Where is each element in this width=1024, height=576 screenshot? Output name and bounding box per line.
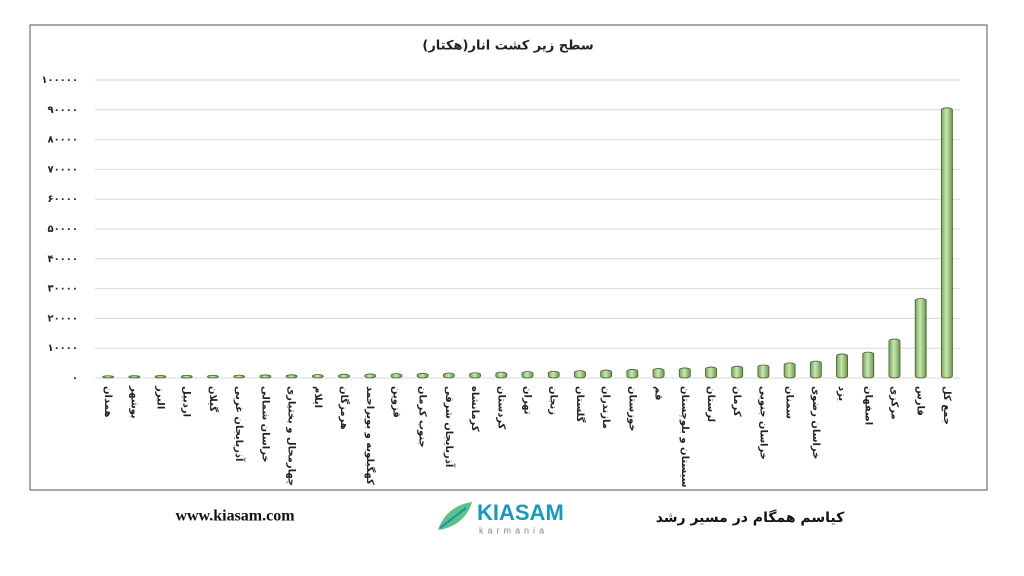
bar: [442, 372, 455, 379]
chart-title: سطح زیر کشت انار(هکتار): [422, 39, 593, 54]
y-tick-label: ۹۰۰۰۰: [47, 105, 78, 116]
x-tick-label: فارس: [915, 386, 926, 416]
x-tick-label: ایلام: [312, 386, 323, 408]
x-tick-label: اردبیل: [181, 386, 192, 417]
y-tick-label: ۳۰۰۰۰: [47, 284, 78, 295]
bar: [705, 366, 717, 379]
bar: [678, 367, 691, 379]
x-tick-label: آذربایجان غربی: [233, 386, 246, 462]
bar: [940, 107, 953, 379]
x-tick-label: گیلان: [207, 386, 220, 412]
brand-sub: karmania: [479, 525, 548, 535]
x-tick-label: هرمزگان: [338, 386, 351, 430]
y-tick-label: ۱۰۰۰۰: [47, 343, 78, 354]
x-tick-label: خوزستان: [626, 386, 637, 431]
y-tick-label: ۸۰۰۰۰: [47, 135, 78, 146]
y-tick-label: ۱۰۰۰۰۰: [41, 75, 78, 86]
x-tick-label: زنجان: [548, 386, 559, 415]
x-tick-label: اصفهان: [862, 386, 873, 425]
bar: [207, 374, 219, 379]
x-tick-label: خراسان رضوی: [810, 386, 821, 459]
x-tick-label: مازندران: [600, 386, 611, 429]
x-tick-label: خراسان شمالی: [259, 386, 270, 463]
chart-frame: [29, 24, 988, 491]
bar: [836, 353, 848, 379]
bar: [888, 338, 901, 379]
slogan: کیاسم همگام در مسیر رشد: [656, 509, 845, 526]
x-tick-label: جنوب کرمان: [417, 386, 428, 448]
x-tick-label: سمنان: [784, 386, 795, 419]
bar: [154, 375, 167, 379]
x-tick-label: مرکزی: [888, 386, 899, 420]
bar: [783, 362, 796, 379]
bar: [547, 370, 560, 379]
bar: [469, 372, 481, 379]
x-tick-label: چهارمحال و بختیاری: [286, 386, 297, 486]
y-tick-label: ۲۰۰۰۰: [47, 313, 78, 324]
x-tick-label: لرستان: [705, 386, 716, 422]
bar: [809, 360, 822, 379]
bar: [574, 370, 586, 379]
x-tick-label: گلستان: [574, 386, 587, 423]
x-tick-label: سیستان و بلوچستان: [679, 386, 690, 488]
bar: [102, 375, 115, 379]
logo-stem: [439, 507, 467, 529]
x-tick-label: البرز: [155, 385, 166, 409]
bar: [652, 368, 665, 379]
bar: [128, 375, 141, 379]
bar: [390, 373, 403, 379]
bar: [521, 371, 534, 379]
bar: [600, 369, 613, 379]
bar: [731, 365, 744, 379]
bar: [259, 374, 272, 379]
x-tick-label: بوشهر: [128, 385, 139, 419]
bar: [495, 371, 508, 379]
bar: [757, 364, 770, 379]
x-tick-label: کردستان: [495, 386, 506, 430]
bar: [338, 373, 350, 379]
y-tick-label: ۵۰۰۰۰: [47, 224, 78, 235]
y-tick-label: ۴۰۰۰۰: [47, 254, 78, 265]
brand: KIASAM: [477, 500, 564, 525]
website: www.kiasam.com: [175, 508, 295, 525]
bar: [285, 374, 298, 379]
x-tick-label: یزد: [836, 386, 847, 401]
bar: [914, 298, 927, 379]
x-tick-label: جمع کل: [941, 386, 952, 425]
logo: KIASAM karmania: [438, 500, 564, 535]
x-tick-label: خراسان جنوبی: [757, 386, 768, 460]
bar: [180, 375, 193, 379]
bar: [626, 369, 639, 379]
bar: [416, 372, 429, 379]
x-tick-label: تهران: [522, 386, 533, 415]
y-tick-label: ۶۰۰۰۰: [47, 194, 78, 205]
y-tick-label: ۰: [72, 373, 78, 384]
bar: [862, 351, 875, 379]
x-tick-label: آذربایجان شرقی: [443, 386, 456, 468]
x-tick-label: قم: [653, 386, 664, 400]
x-tick-label: کرمان: [731, 386, 742, 417]
bar: [233, 374, 246, 379]
bar: [311, 374, 324, 379]
x-tick-label: کهگیلویه و بویراحمد: [364, 386, 377, 485]
x-tick-label: قزوین: [390, 386, 401, 418]
x-tick-label: کرمانشاه: [469, 386, 480, 432]
x-tick-label: همدان: [102, 386, 113, 417]
y-tick-label: ۷۰۰۰۰: [47, 164, 78, 175]
bar: [364, 373, 377, 379]
